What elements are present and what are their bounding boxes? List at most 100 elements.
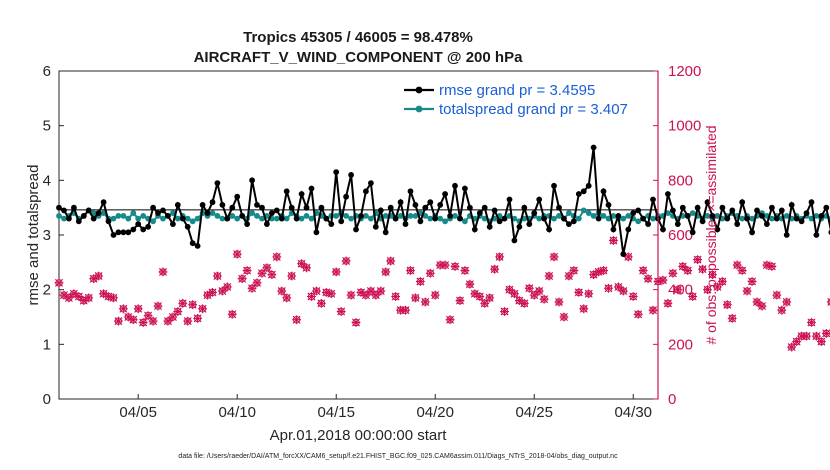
rmse-point [160, 207, 166, 214]
rmse-point [699, 218, 706, 225]
obs-count-point [544, 271, 554, 281]
obs-assimilated-marker [361, 290, 371, 300]
obs-assimilated-marker [772, 290, 782, 300]
rmse-point [486, 223, 493, 230]
obs-count-point [465, 279, 475, 289]
obs-assimilated-marker [54, 278, 64, 288]
rmse-point [620, 251, 627, 257]
obs-count-point [411, 293, 420, 303]
obs-count-point [247, 283, 257, 293]
obs-count-point [633, 309, 643, 319]
rmse-point [437, 202, 444, 208]
totalspread-point [600, 213, 607, 219]
obs-assimilated-marker [623, 252, 633, 262]
obs-assimilated-marker [356, 288, 366, 297]
obs-count-point [282, 293, 292, 303]
rmse-point [580, 188, 587, 195]
obs-count-point [198, 304, 207, 314]
obs-assimilated-marker [326, 289, 336, 299]
obs-assimilated-marker [757, 301, 767, 311]
totalspread-point [749, 215, 755, 222]
rmse-point [684, 213, 691, 219]
obs-assimilated-marker [94, 271, 104, 281]
obs-count-point [222, 282, 232, 292]
totalspread-point [452, 213, 458, 219]
y-axis-label: rmse and totalspread [25, 165, 42, 306]
obs-assimilated-marker [663, 298, 673, 308]
obs-assimilated-marker [321, 288, 331, 297]
obs-count-point [307, 292, 316, 301]
rmse-point [610, 226, 617, 233]
obs-assimilated-marker [74, 292, 84, 301]
obs-count-point [183, 316, 193, 326]
rmse-point [462, 185, 468, 192]
obs-assimilated-marker [173, 307, 183, 316]
obs-assimilated-marker [807, 318, 816, 327]
rmse-point [476, 210, 483, 217]
obs-assimilated-marker [331, 267, 341, 277]
x-axis: 04/05 04/10 04/15 04/20 04/25 04/30 [119, 394, 652, 421]
obs-count-point [752, 297, 762, 307]
rmse-point [288, 204, 295, 211]
rmse-point [170, 221, 176, 228]
obs-count-point [237, 274, 247, 284]
rmse-point [729, 207, 736, 214]
rmse-point [130, 226, 137, 233]
rmse-point [432, 215, 439, 222]
rmse-point [293, 215, 300, 222]
rmse-point [640, 215, 646, 222]
obs-count-point [445, 315, 455, 325]
obs-count-point [480, 298, 490, 308]
obs-assimilated-marker [802, 331, 811, 341]
obs-count-point [648, 305, 658, 315]
obs-assimilated-marker [59, 290, 69, 300]
obs-assimilated-marker [683, 266, 693, 275]
obs-count-point [242, 266, 252, 275]
obs-count-point [425, 268, 435, 278]
rmse-point [674, 221, 681, 228]
plot-area [58, 70, 659, 400]
rmse-point [120, 229, 127, 236]
rmse-point [778, 207, 785, 214]
obs-assimilated-marker [104, 292, 113, 301]
obs-assimilated-marker [797, 331, 806, 341]
obs-assimilated-marker [217, 286, 227, 296]
obs-count-point [316, 298, 326, 308]
rmse-point [566, 221, 572, 228]
obs-assimilated-marker [594, 267, 603, 277]
obs-count-point [406, 266, 415, 275]
obs-count-point [737, 266, 747, 275]
rmse-point [165, 213, 171, 219]
obs-count-point [133, 304, 143, 314]
obs-count-point [346, 290, 356, 300]
rmse-point [204, 210, 211, 217]
obs-assimilated-marker [792, 337, 802, 346]
obs-assimilated-marker [123, 312, 133, 322]
obs-count-point [495, 252, 504, 262]
obs-assimilated-marker [514, 296, 524, 305]
rmse-point [402, 221, 409, 228]
legend-spread-marker [415, 105, 423, 113]
totalspread-point [135, 215, 142, 222]
obs-assimilated-marker [183, 316, 193, 326]
obs-assimilated-marker [341, 256, 351, 266]
rmse-point [764, 221, 770, 228]
rmse-point [372, 223, 379, 230]
totalspread-point [189, 218, 196, 225]
obs-count-point [227, 309, 237, 319]
obs-assimilated-marker [346, 290, 356, 300]
obs-assimilated-marker [89, 274, 99, 284]
obs-assimilated-marker [420, 297, 430, 307]
obs-assimilated-marker [148, 316, 158, 326]
obs-assimilated-marker [742, 286, 752, 296]
totalspread-point [635, 218, 642, 225]
obs-assimilated-marker [128, 315, 138, 325]
rmse-point [219, 202, 226, 208]
obs-count-point [510, 289, 519, 299]
totalspread-point [184, 215, 191, 222]
totalspread-point [368, 215, 374, 222]
obs-assimilated-marker [163, 316, 173, 326]
obs-assimilated-marker [821, 329, 830, 338]
obs-count-point [391, 292, 401, 301]
obs-count-point [821, 329, 830, 338]
